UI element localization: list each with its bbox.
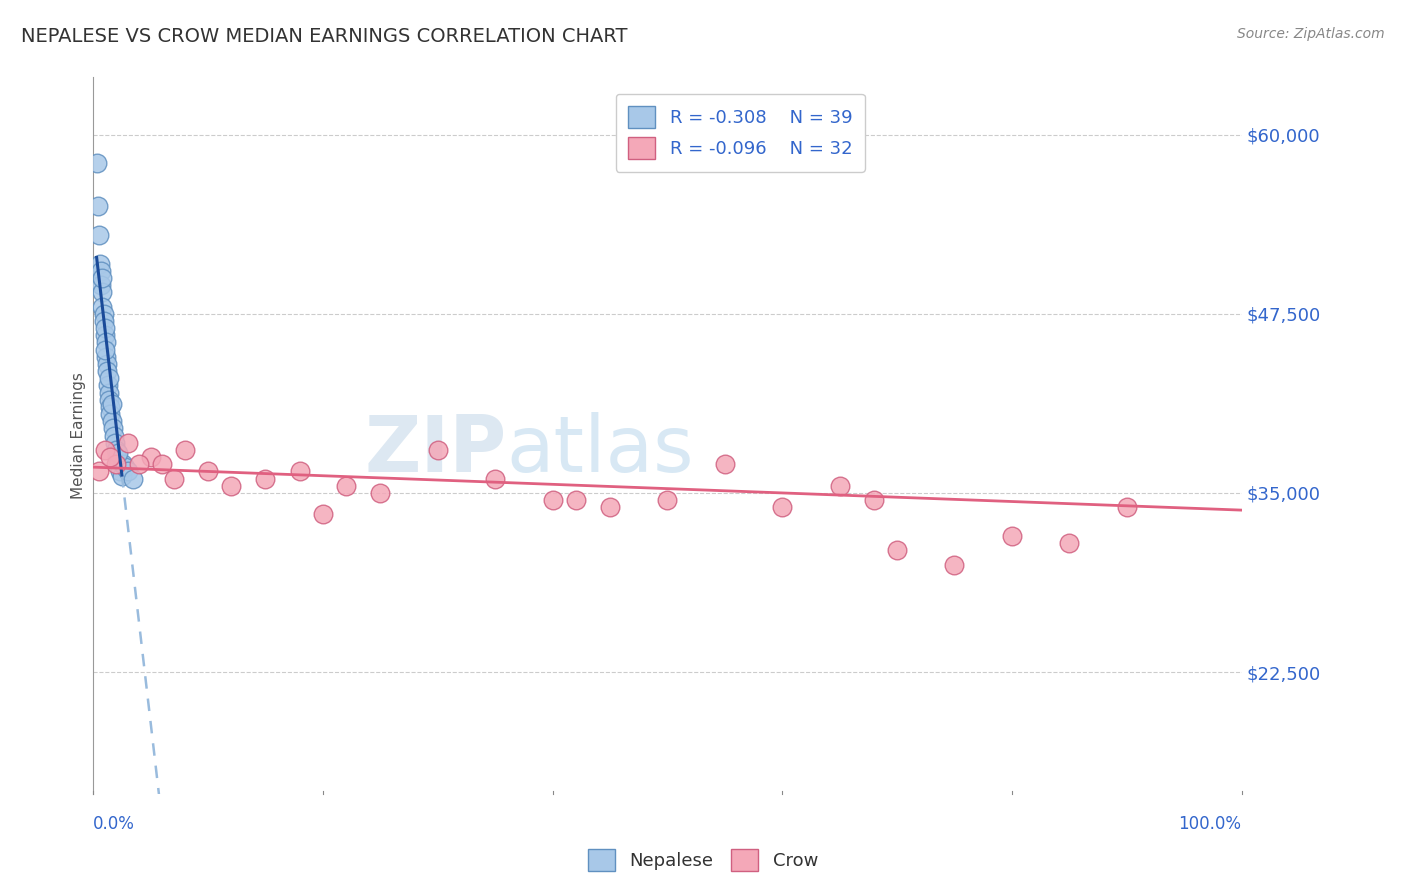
- Point: [219, 479, 242, 493]
- Point: [117, 435, 139, 450]
- Legend: R = -0.308    N = 39, R = -0.096    N = 32: R = -0.308 N = 39, R = -0.096 N = 32: [616, 94, 865, 172]
- Point: [657, 493, 679, 508]
- Point: [93, 442, 115, 457]
- Point: [541, 493, 564, 508]
- Point: [1115, 500, 1137, 515]
- Y-axis label: Median Earnings: Median Earnings: [72, 372, 86, 499]
- Point: [101, 397, 124, 411]
- Point: [90, 264, 112, 278]
- Point: [98, 392, 121, 407]
- Point: [150, 457, 173, 471]
- Point: [599, 500, 621, 515]
- Point: [335, 479, 357, 493]
- Point: [91, 300, 114, 314]
- Point: [107, 446, 129, 460]
- Text: Source: ZipAtlas.com: Source: ZipAtlas.com: [1237, 27, 1385, 41]
- Point: [87, 199, 110, 213]
- Point: [886, 543, 908, 558]
- Point: [105, 457, 128, 471]
- Text: NEPALESE VS CROW MEDIAN EARNINGS CORRELATION CHART: NEPALESE VS CROW MEDIAN EARNINGS CORRELA…: [21, 27, 627, 45]
- Point: [368, 486, 391, 500]
- Point: [828, 479, 851, 493]
- Point: [1059, 536, 1081, 550]
- Point: [87, 227, 110, 242]
- Point: [128, 457, 150, 471]
- Point: [101, 421, 124, 435]
- Point: [312, 508, 335, 522]
- Point: [117, 465, 139, 479]
- Point: [96, 364, 118, 378]
- Point: [93, 321, 115, 335]
- Point: [1001, 529, 1024, 543]
- Point: [93, 328, 115, 343]
- Point: [105, 450, 128, 464]
- Point: [122, 472, 145, 486]
- Point: [89, 257, 111, 271]
- Point: [100, 400, 122, 414]
- Point: [100, 414, 122, 428]
- Point: [87, 465, 110, 479]
- Point: [112, 457, 135, 471]
- Point: [94, 335, 117, 350]
- Point: [426, 442, 449, 457]
- Point: [103, 428, 125, 442]
- Point: [770, 500, 793, 515]
- Point: [97, 371, 120, 385]
- Legend: Nepalese, Crow: Nepalese, Crow: [581, 842, 825, 879]
- Point: [714, 457, 737, 471]
- Point: [484, 472, 506, 486]
- Text: atlas: atlas: [506, 412, 695, 488]
- Point: [93, 314, 115, 328]
- Text: 100.0%: 100.0%: [1178, 815, 1241, 833]
- Point: [90, 271, 112, 285]
- Point: [108, 465, 131, 479]
- Point: [254, 472, 277, 486]
- Point: [139, 450, 162, 464]
- Point: [863, 493, 886, 508]
- Point: [174, 442, 197, 457]
- Text: 0.0%: 0.0%: [93, 815, 135, 833]
- Point: [104, 435, 127, 450]
- Point: [197, 465, 219, 479]
- Point: [86, 156, 108, 170]
- Point: [111, 468, 134, 483]
- Point: [94, 350, 117, 364]
- Point: [98, 385, 121, 400]
- Point: [94, 343, 117, 357]
- Point: [105, 442, 128, 457]
- Point: [90, 278, 112, 293]
- Point: [100, 407, 122, 421]
- Point: [564, 493, 586, 508]
- Point: [100, 450, 122, 464]
- Point: [943, 558, 966, 572]
- Point: [96, 357, 118, 371]
- Point: [91, 285, 114, 300]
- Point: [93, 307, 115, 321]
- Point: [114, 460, 136, 475]
- Point: [162, 472, 184, 486]
- Text: ZIP: ZIP: [364, 412, 506, 488]
- Point: [97, 378, 120, 392]
- Point: [288, 465, 311, 479]
- Point: [107, 457, 129, 471]
